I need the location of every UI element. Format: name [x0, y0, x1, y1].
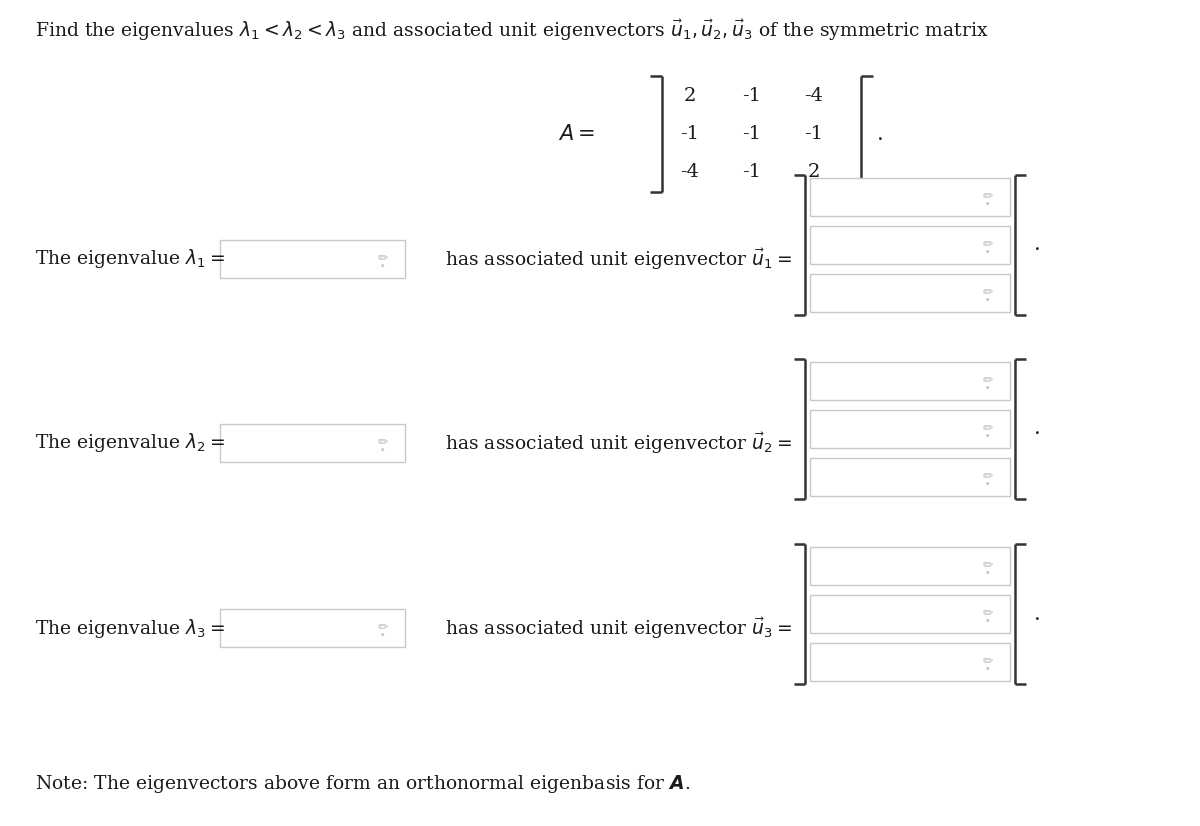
Text: .: .	[877, 125, 883, 144]
Text: -1: -1	[804, 125, 823, 143]
Text: ✏: ✏	[983, 423, 994, 435]
FancyBboxPatch shape	[810, 595, 1010, 633]
Text: ✏: ✏	[378, 253, 389, 265]
Text: -1: -1	[743, 163, 762, 181]
Text: ✏: ✏	[983, 239, 994, 251]
Text: has associated unit eigenvector $\vec{u}_1 =$: has associated unit eigenvector $\vec{u}…	[445, 246, 798, 272]
Text: ✏: ✏	[983, 471, 994, 483]
Text: ✏: ✏	[983, 287, 994, 300]
Text: The eigenvalue $\lambda_2 =$: The eigenvalue $\lambda_2 =$	[35, 431, 230, 454]
Text: $A =$: $A =$	[558, 124, 595, 144]
FancyBboxPatch shape	[810, 178, 1010, 216]
Text: ✏: ✏	[983, 191, 994, 203]
Text: ▾: ▾	[986, 249, 990, 255]
Text: The eigenvalue $\lambda_1 =$: The eigenvalue $\lambda_1 =$	[35, 248, 230, 270]
Text: ✏: ✏	[983, 607, 994, 620]
Text: ▾: ▾	[986, 570, 990, 576]
Text: ✏: ✏	[983, 656, 994, 668]
Text: -1: -1	[680, 125, 700, 143]
FancyBboxPatch shape	[220, 424, 406, 462]
Text: -4: -4	[680, 163, 700, 181]
Text: ✏: ✏	[983, 559, 994, 572]
Text: ▾: ▾	[986, 433, 990, 439]
Text: .: .	[1034, 420, 1040, 439]
FancyBboxPatch shape	[810, 362, 1010, 400]
Text: ▾: ▾	[382, 447, 385, 453]
FancyBboxPatch shape	[810, 274, 1010, 312]
Text: -1: -1	[743, 87, 762, 105]
Text: ✏: ✏	[378, 621, 389, 634]
FancyBboxPatch shape	[810, 547, 1010, 585]
Text: -1: -1	[743, 125, 762, 143]
Text: The eigenvalue $\lambda_3 =$: The eigenvalue $\lambda_3 =$	[35, 616, 230, 639]
FancyBboxPatch shape	[810, 410, 1010, 448]
Text: ▾: ▾	[986, 666, 990, 672]
Text: ▾: ▾	[986, 618, 990, 624]
Text: -4: -4	[804, 87, 823, 105]
Text: has associated unit eigenvector $\vec{u}_2 =$: has associated unit eigenvector $\vec{u}…	[445, 430, 798, 456]
FancyBboxPatch shape	[810, 643, 1010, 681]
Text: Find the eigenvalues $\lambda_1 < \lambda_2 < \lambda_3$ and associated unit eig: Find the eigenvalues $\lambda_1 < \lambd…	[35, 18, 989, 43]
Text: 2: 2	[684, 87, 696, 105]
FancyBboxPatch shape	[810, 226, 1010, 264]
Text: 2: 2	[808, 163, 820, 181]
Text: ▾: ▾	[382, 632, 385, 638]
Text: ▾: ▾	[986, 481, 990, 487]
FancyBboxPatch shape	[810, 458, 1010, 496]
Text: ▾: ▾	[382, 263, 385, 269]
Text: Note: The eigenvectors above form an orthonormal eigenbasis for $\boldsymbol{A}$: Note: The eigenvectors above form an ort…	[35, 773, 690, 795]
FancyBboxPatch shape	[220, 609, 406, 647]
Text: ▾: ▾	[986, 385, 990, 391]
Text: .: .	[1034, 235, 1040, 254]
Text: ▾: ▾	[986, 297, 990, 303]
Text: .: .	[1034, 605, 1040, 624]
Text: ▾: ▾	[986, 201, 990, 207]
Text: ✏: ✏	[378, 436, 389, 449]
Text: has associated unit eigenvector $\vec{u}_3 =$: has associated unit eigenvector $\vec{u}…	[445, 615, 798, 641]
Text: ✏: ✏	[983, 374, 994, 387]
FancyBboxPatch shape	[220, 240, 406, 278]
